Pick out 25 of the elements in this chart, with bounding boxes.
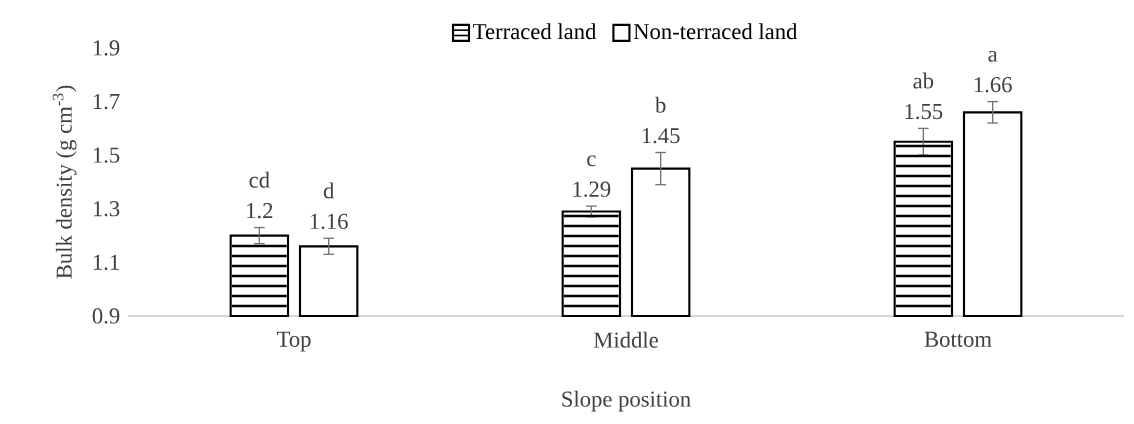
data-label: 1.66: [974, 77, 1012, 93]
annotation: ab: [913, 72, 934, 89]
legend-label: Terraced land: [473, 23, 597, 40]
data-label: 1.2: [247, 203, 273, 219]
annotation: c: [587, 155, 596, 167]
legend-label: Non-terraced land: [633, 23, 798, 40]
annotation: b: [655, 96, 666, 113]
y-tick-label: 1.7: [93, 93, 120, 110]
x-tick-label: Bottom: [924, 331, 992, 347]
annotation: cd: [249, 171, 270, 188]
annotation: a: [988, 50, 998, 62]
y-tick-label: 1.5: [93, 147, 120, 163]
x-tick-label: Middle: [593, 331, 658, 348]
annotation: d: [323, 182, 335, 199]
y-axis-title: Bulk density (g cm$^{-3}$): [52, 85, 77, 279]
data-label: 1.16: [310, 213, 348, 230]
y-tick-label: 1.9: [93, 40, 120, 56]
data-label: 1.45: [642, 128, 680, 144]
y-tick-label: 1.1: [93, 254, 119, 271]
x-tick-label: Top: [276, 331, 311, 352]
y-tick-label: 0.9: [92, 308, 120, 324]
data-label: 1.55: [905, 103, 943, 120]
x-axis-title: Slope position: [562, 390, 691, 412]
data-label: 1.29: [573, 181, 611, 197]
y-tick-label: 1.3: [93, 201, 120, 217]
